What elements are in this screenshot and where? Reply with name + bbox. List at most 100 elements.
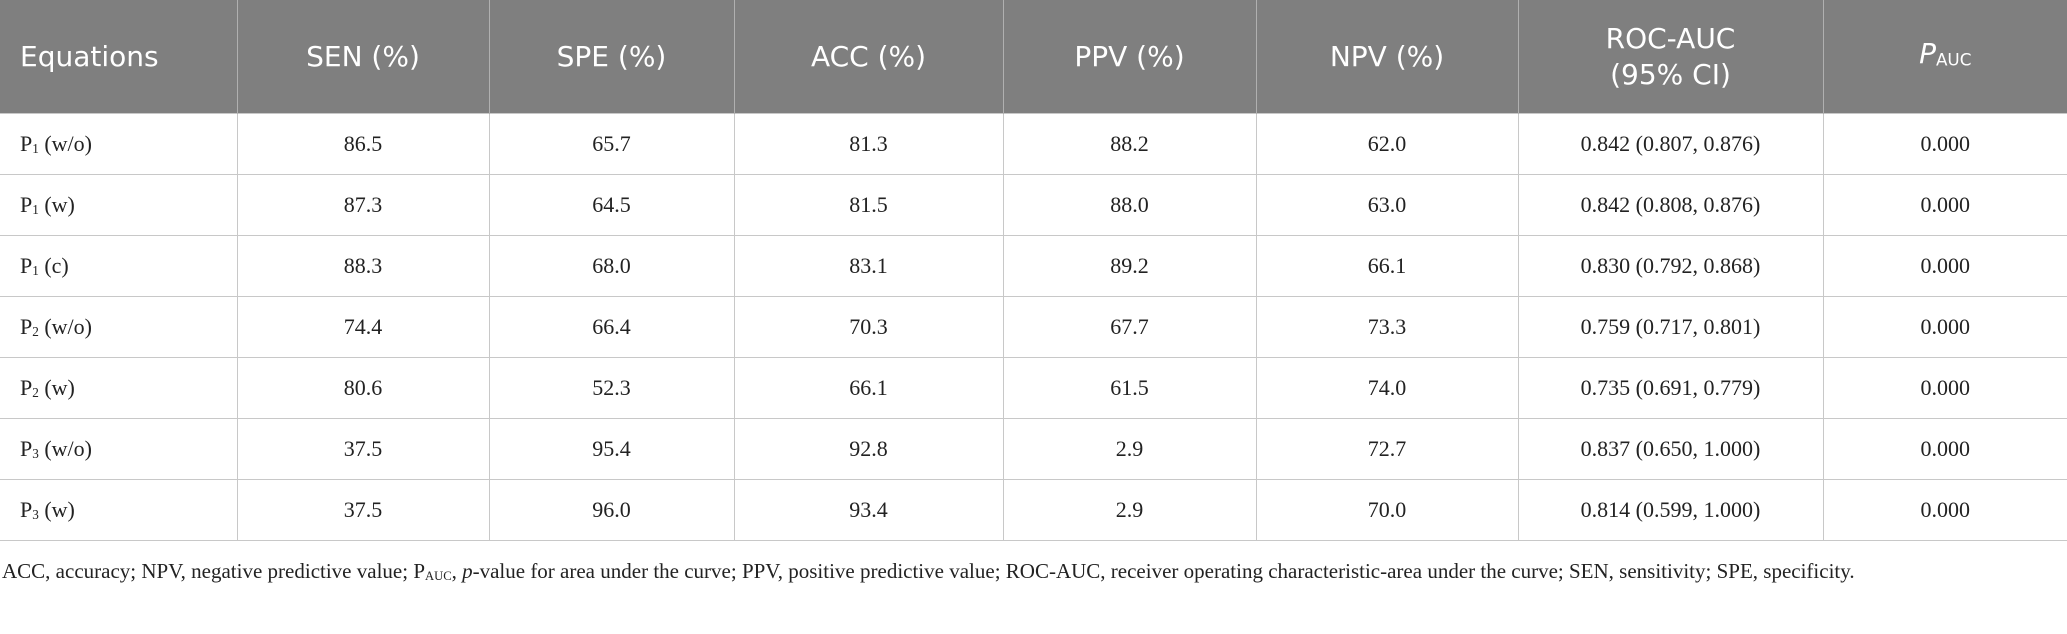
table-row: P1 (c) 88.3 68.0 83.1 89.2 66.1 0.830 (0.792, … (0, 235, 2067, 297)
cell: 70.3 (733, 296, 1004, 358)
cell: 87.3 (236, 174, 490, 236)
cell: 89.2 (1002, 235, 1257, 297)
label-subscript: 3 (32, 506, 39, 522)
cell: 81.3 (733, 113, 1004, 175)
label-rest: (w/o) (44, 314, 92, 339)
cell: 0.837 (0.650, 1.000) (1517, 418, 1824, 480)
cell: 67.7 (1002, 296, 1257, 358)
table-body: P1 (w/o) 86.5 65.7 81.3 88.2 62.0 0.842 (0.807… (0, 113, 2067, 541)
label-rest: (w) (44, 375, 75, 400)
cell: 96.0 (488, 479, 735, 541)
header-row: Equations SEN (%) SPE (%) ACC (%) PPV (%) NPV… (0, 0, 2067, 114)
label-subscript: 3 (32, 445, 39, 461)
header-cell: SPE (%) (488, 0, 734, 114)
cell: 66.1 (733, 357, 1004, 419)
cell: 83.1 (733, 235, 1004, 297)
cell: 61.5 (1002, 357, 1257, 419)
label-rest: (w) (44, 192, 75, 217)
header-cell: Equations (0, 0, 237, 114)
label-base: P (20, 436, 33, 461)
cell: 0.000 (1822, 357, 2067, 419)
cell: 0.000 (1822, 296, 2067, 358)
table-row: P1 (w) 87.3 64.5 81.5 88.0 63.0 0.842 (0.808, … (0, 174, 2067, 236)
cell: 88.0 (1002, 174, 1257, 236)
header-cell: PPV (%) (1002, 0, 1256, 114)
row-label: P3 (w) (0, 479, 238, 541)
footnote-text: ACC, accuracy; NPV, negative predictive … (2, 559, 425, 583)
label-subscript: AUC (1935, 49, 1972, 70)
label-subscript: 1 (32, 140, 39, 156)
label-subscript: 2 (32, 384, 39, 400)
cell: 92.8 (733, 418, 1004, 480)
cell: 74.4 (236, 296, 490, 358)
label-base: P (20, 253, 33, 278)
cell: 72.7 (1255, 418, 1519, 480)
table-row: P3 (w/o) 37.5 95.4 92.8 2.9 72.7 0.837 (0.650,… (0, 418, 2067, 480)
cell: 65.7 (488, 113, 735, 175)
label-subscript: 1 (32, 262, 39, 278)
header-cell: SEN (%) (236, 0, 489, 114)
header-cell: NPV (%) (1255, 0, 1518, 114)
cell: 0.735 (0.691, 0.779) (1517, 357, 1824, 419)
label-base: P (20, 314, 33, 339)
cell: 86.5 (236, 113, 490, 175)
cell: 88.3 (236, 235, 490, 297)
cell: 0.000 (1822, 479, 2067, 541)
cell: 52.3 (488, 357, 735, 419)
label-rest: (w/o) (44, 436, 92, 461)
cell: 74.0 (1255, 357, 1519, 419)
label-base: P (20, 497, 33, 522)
cell: 0.842 (0.807, 0.876) (1517, 113, 1824, 175)
row-label: P1 (w) (0, 174, 238, 236)
label-base: P (20, 375, 33, 400)
cell: 68.0 (488, 235, 735, 297)
row-label: P2 (w/o) (0, 296, 238, 358)
cell: 2.9 (1002, 479, 1257, 541)
row-label: P1 (c) (0, 235, 238, 297)
label-base: P (20, 192, 33, 217)
cell: 0.000 (1822, 174, 2067, 236)
cell: 88.2 (1002, 113, 1257, 175)
table-row: P1 (w/o) 86.5 65.7 81.3 88.2 62.0 0.842 (0.807… (0, 113, 2067, 175)
cell: 0.759 (0.717, 0.801) (1517, 296, 1824, 358)
cell: 0.000 (1822, 113, 2067, 175)
footnote-text: , (451, 559, 463, 583)
cell: 62.0 (1255, 113, 1519, 175)
cell: 0.000 (1822, 418, 2067, 480)
cell: 64.5 (488, 174, 735, 236)
cell: 0.000 (1822, 235, 2067, 297)
table-row: P2 (w) 80.6 52.3 66.1 61.5 74.0 0.735 (0.691, … (0, 357, 2067, 419)
cell: 73.3 (1255, 296, 1519, 358)
cell: 63.0 (1255, 174, 1519, 236)
label-base: P (1919, 36, 1936, 70)
label-rest: (w/o) (44, 131, 92, 156)
footnote-text: AUC (425, 568, 452, 583)
cell: 37.5 (236, 418, 490, 480)
cell: 95.4 (488, 418, 735, 480)
label-rest: (w) (44, 497, 75, 522)
cell: 37.5 (236, 479, 490, 541)
cell: 70.0 (1255, 479, 1519, 541)
header-cell: ROC-AUC (95% CI) (1517, 0, 1823, 114)
label-subscript: 1 (32, 201, 39, 217)
cell: 93.4 (733, 479, 1004, 541)
cell: 2.9 (1002, 418, 1257, 480)
row-label: P3 (w/o) (0, 418, 238, 480)
label-subscript: 2 (32, 323, 39, 339)
cell: 0.830 (0.792, 0.868) (1517, 235, 1824, 297)
row-label: P2 (w) (0, 357, 238, 419)
footnote-text: p (462, 559, 473, 583)
data-table: Equations SEN (%) SPE (%) ACC (%) PPV (%) NPV… (0, 0, 2067, 541)
cell: 66.4 (488, 296, 735, 358)
cell: 66.1 (1255, 235, 1519, 297)
row-label: P1 (w/o) (0, 113, 238, 175)
cell: 0.842 (0.808, 0.876) (1517, 174, 1824, 236)
header-cell: ACC (%) (733, 0, 1003, 114)
header-text: ROC-AUC (95% CI) (1605, 21, 1736, 91)
cell: 81.5 (733, 174, 1004, 236)
table-row: P3 (w) 37.5 96.0 93.4 2.9 70.0 0.814 (0.599, 1… (0, 479, 2067, 541)
label-base: P (20, 131, 33, 156)
header-cell: PAUC (1822, 0, 2067, 114)
cell: 80.6 (236, 357, 490, 419)
